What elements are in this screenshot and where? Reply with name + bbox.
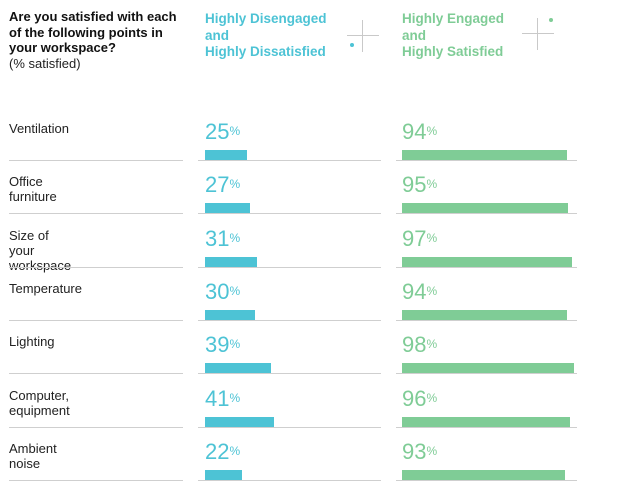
bar: [402, 469, 565, 480]
plus-icon: [522, 18, 554, 50]
bar-baseline: [198, 426, 381, 428]
bar: [205, 203, 251, 214]
bar-baseline: [198, 479, 381, 481]
row-label: Size of your workspace: [9, 227, 72, 273]
row-label: Temperature: [9, 280, 82, 296]
row-divider: [9, 319, 183, 321]
row-divider: [9, 426, 183, 428]
row-label: Lighting: [9, 334, 55, 350]
legend-disengaged: Highly Disengaged and Highly Dissatisfie…: [205, 11, 327, 59]
value-label: 98%: [402, 332, 438, 358]
value-label: 93%: [402, 438, 438, 464]
bar: [402, 416, 570, 427]
bar: [205, 150, 247, 160]
bar-baseline: [198, 213, 381, 215]
value-label: 39%: [205, 332, 241, 358]
bar-baseline: [198, 160, 381, 161]
bar-baseline: [396, 373, 577, 375]
row-divider: [9, 160, 183, 161]
value-label: 95%: [402, 172, 438, 198]
value-label: 27%: [205, 172, 241, 198]
value-label: 94%: [402, 119, 438, 144]
question-unit: (% satisfied): [9, 55, 81, 71]
bar-baseline: [198, 373, 381, 375]
bar: [402, 309, 567, 320]
bar: [205, 416, 274, 427]
bar-baseline: [396, 319, 577, 321]
value-label: 97%: [402, 225, 438, 251]
value-label: 96%: [402, 385, 438, 411]
bar: [402, 363, 574, 374]
bar-baseline: [396, 160, 577, 161]
legend-engaged: Highly Engaged and Highly Satisfied: [402, 11, 505, 59]
bar: [205, 469, 242, 480]
bar: [402, 256, 572, 267]
row-divider: [9, 373, 183, 375]
bar: [402, 150, 567, 160]
value-label: 94%: [402, 278, 438, 304]
row-label: Ventilation: [9, 121, 69, 136]
bar-baseline: [396, 213, 577, 215]
plus-icon: [347, 20, 379, 52]
bar-baseline: [396, 479, 577, 481]
bar: [205, 256, 258, 267]
row-label: Office furniture: [9, 174, 57, 205]
value-label: 22%: [205, 438, 241, 464]
row-label: Ambient noise: [9, 440, 57, 471]
row-label: Computer, equipment: [9, 387, 70, 418]
value-label: 25%: [205, 119, 241, 144]
question-text: Are you satisfied with each of the follo…: [9, 9, 177, 55]
value-label: 31%: [205, 225, 241, 251]
bar-baseline: [396, 426, 577, 428]
bar-baseline: [198, 266, 381, 268]
row-divider: [9, 266, 183, 268]
value-label: 30%: [205, 278, 241, 304]
value-label: 41%: [205, 385, 241, 411]
bar-baseline: [198, 319, 381, 321]
bar: [402, 203, 569, 214]
bar-baseline: [396, 266, 577, 268]
row-divider: [9, 479, 183, 481]
dot-icon: [350, 43, 354, 47]
row-divider: [9, 213, 183, 215]
bar: [205, 309, 256, 320]
chart-question: Are you satisfied with each of the follo…: [9, 9, 179, 71]
dot-icon: [549, 18, 553, 22]
bar: [205, 363, 271, 374]
